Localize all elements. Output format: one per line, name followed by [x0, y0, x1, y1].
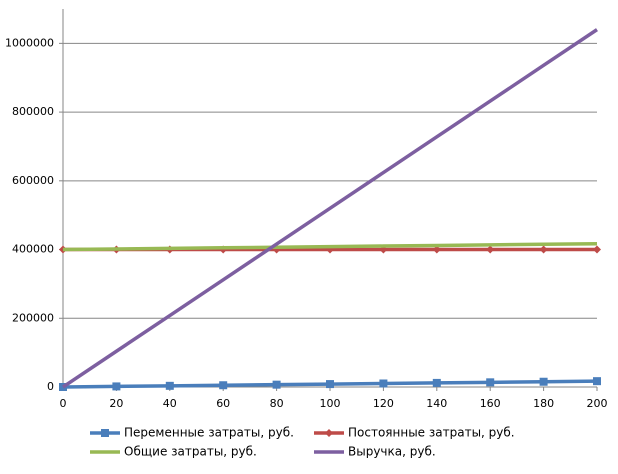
- point: [486, 378, 495, 387]
- point: [112, 382, 121, 391]
- point: [539, 245, 548, 254]
- x-tick-label: 20: [109, 397, 123, 410]
- legend-marker: [101, 429, 109, 437]
- legend-label: Общие затраты, руб.: [124, 445, 257, 459]
- point: [539, 377, 548, 386]
- point: [593, 377, 601, 386]
- legend-label: Переменные затраты, руб.: [124, 426, 294, 440]
- x-tick-label: 60: [216, 397, 230, 410]
- series-line: [62, 241, 598, 252]
- y-tick-label: 600000: [12, 174, 54, 187]
- y-tick-label: 1000000: [5, 36, 54, 49]
- y-tick-label: 0: [47, 380, 54, 393]
- x-tick-label: 200: [587, 397, 608, 410]
- x-tick-label: 180: [533, 397, 554, 410]
- y-tick-label: 800000: [12, 105, 54, 118]
- point: [219, 381, 228, 390]
- legend: Переменные затраты, руб. Постоянные затра…: [90, 426, 515, 459]
- x-tick-label: 40: [163, 397, 177, 410]
- x-tick-label: 0: [60, 397, 67, 410]
- series-line: [62, 28, 598, 389]
- point: [165, 381, 174, 390]
- legend-label: Постоянные затраты, руб.: [348, 426, 515, 440]
- point: [486, 245, 495, 254]
- x-tick-label: 140: [426, 397, 447, 410]
- point: [272, 380, 281, 389]
- x-tick-label: 160: [480, 397, 501, 410]
- point: [326, 380, 334, 389]
- point: [432, 245, 441, 254]
- y-tick-label: 400000: [12, 243, 54, 256]
- x-tick-label: 100: [320, 397, 341, 410]
- point: [379, 379, 388, 388]
- x-tick-label: 120: [373, 397, 394, 410]
- legend-label: Выручка, руб.: [348, 445, 436, 459]
- y-tick-label: 200000: [12, 311, 54, 324]
- point: [593, 245, 601, 254]
- point: [432, 378, 441, 387]
- x-tick-label: 80: [270, 397, 284, 410]
- legend-marker: [325, 429, 333, 437]
